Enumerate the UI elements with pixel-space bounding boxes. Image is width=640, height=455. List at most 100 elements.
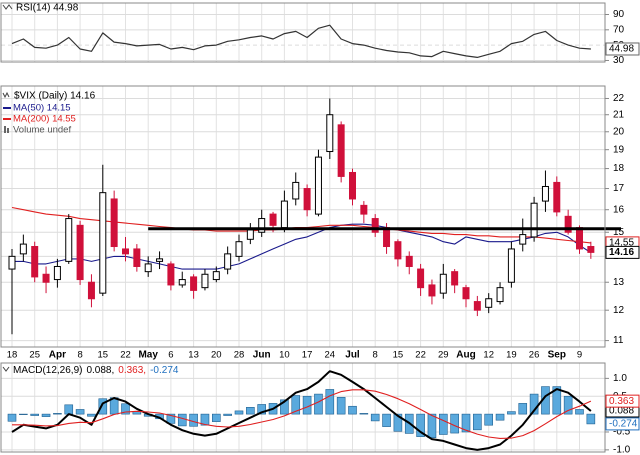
histogram-bar bbox=[370, 413, 380, 422]
rsi-line bbox=[11, 24, 591, 58]
rsi-title: RSI(14) 44.98 bbox=[16, 3, 79, 14]
candle-body bbox=[428, 284, 436, 297]
histogram-bar bbox=[507, 411, 516, 415]
candle-body bbox=[235, 241, 243, 257]
histogram-bar bbox=[223, 413, 232, 416]
x-tick-label: Jun bbox=[253, 350, 271, 361]
histogram-bar bbox=[427, 413, 437, 439]
candle-body bbox=[439, 273, 447, 294]
y-tick-label: 19 bbox=[613, 144, 625, 155]
x-tick-label: May bbox=[138, 350, 158, 361]
value-box bbox=[605, 394, 640, 408]
histogram-bar bbox=[416, 413, 425, 437]
value-box-label: -0.274 bbox=[609, 419, 638, 430]
candle-body bbox=[87, 281, 95, 300]
histogram-bar bbox=[450, 413, 459, 434]
candle-body bbox=[473, 301, 481, 311]
x-tick-label: 20 bbox=[211, 350, 222, 361]
candle-body bbox=[19, 243, 27, 255]
candle-body bbox=[519, 234, 527, 245]
macd-icon bbox=[2, 366, 10, 372]
histogram-bar bbox=[257, 404, 267, 415]
x-tick-label: 6 bbox=[168, 350, 173, 361]
legend-swatch bbox=[7, 128, 9, 133]
y-tick-label: 70 bbox=[613, 24, 625, 35]
legend-swatch bbox=[4, 126, 6, 133]
x-tick-label: 12 bbox=[483, 350, 494, 361]
candle-body bbox=[314, 156, 322, 215]
histogram-bar bbox=[212, 413, 221, 422]
value-box-label: 14.16 bbox=[609, 247, 634, 258]
value-box-label: 0.363 bbox=[609, 396, 634, 407]
candle-body bbox=[349, 171, 356, 200]
histogram-bar bbox=[41, 413, 51, 417]
x-tick-label: Jul bbox=[345, 350, 360, 361]
candle-body bbox=[462, 287, 470, 300]
histogram-bar bbox=[473, 413, 482, 431]
value-box bbox=[605, 42, 640, 56]
value-box-label: 0.088 bbox=[609, 406, 634, 417]
value-box bbox=[605, 245, 640, 259]
y-tick-label: 90 bbox=[613, 9, 625, 20]
x-tick-label: 15 bbox=[98, 350, 109, 361]
histogram-bar bbox=[438, 413, 448, 435]
candle-body bbox=[258, 218, 266, 233]
y-tick-label: 12 bbox=[613, 305, 625, 316]
candle-body bbox=[190, 276, 198, 291]
legend-histogram: -0.274 bbox=[150, 365, 179, 376]
y-tick-label: 22 bbox=[613, 93, 625, 104]
histogram-bar bbox=[393, 413, 403, 432]
histogram-bar bbox=[64, 404, 74, 415]
histogram-bar bbox=[575, 409, 584, 415]
candle-body bbox=[224, 253, 232, 270]
x-tick-label: Sep bbox=[548, 350, 566, 361]
legend-ma50: MA(50) 14.15 bbox=[13, 103, 71, 114]
histogram-bar bbox=[586, 413, 596, 425]
candle-body bbox=[394, 241, 402, 260]
candle-body bbox=[417, 268, 425, 289]
rsi-frame bbox=[0, 2, 606, 63]
candle-body bbox=[451, 271, 459, 286]
x-tick-label: 22 bbox=[415, 350, 426, 361]
histogram-bar bbox=[75, 409, 85, 415]
x-tick-label: 15 bbox=[393, 350, 404, 361]
legend-volume: Volume undef bbox=[13, 125, 71, 136]
x-tick-label: 10 bbox=[279, 350, 290, 361]
candle-body bbox=[246, 229, 254, 240]
legend-ma200: MA(200) 14.55 bbox=[13, 114, 76, 125]
x-tick-label: Apr bbox=[49, 350, 66, 361]
candle-body bbox=[42, 273, 50, 283]
histogram-bar bbox=[234, 410, 244, 415]
value-box bbox=[605, 417, 640, 431]
rsi-icon bbox=[2, 4, 13, 10]
candle-body bbox=[371, 218, 379, 233]
candle-body bbox=[496, 287, 504, 303]
histogram-bar bbox=[98, 398, 108, 415]
y-tick-label: -0.5 bbox=[613, 427, 631, 438]
candle-body bbox=[292, 181, 300, 200]
price-icon bbox=[2, 91, 10, 99]
moving-average-line bbox=[12, 223, 592, 270]
candle-body bbox=[31, 246, 39, 278]
x-tick-label: 8 bbox=[373, 350, 378, 361]
y-tick-label: 16 bbox=[613, 204, 625, 215]
histogram-bar bbox=[291, 395, 301, 415]
histogram-bar bbox=[336, 397, 346, 415]
candle-body bbox=[507, 248, 515, 283]
price-frame bbox=[0, 85, 606, 348]
histogram-bar bbox=[177, 413, 187, 427]
y-tick-label: 30 bbox=[613, 55, 625, 66]
x-tick-label: 29 bbox=[438, 350, 449, 361]
candle-body bbox=[156, 258, 164, 262]
macd-line bbox=[12, 389, 592, 439]
candle-body bbox=[326, 114, 334, 153]
candle-body bbox=[576, 227, 583, 250]
x-tick-label: 26 bbox=[529, 350, 540, 361]
macd-title: MACD(12,26,9) bbox=[13, 365, 82, 376]
x-tick-label: 13 bbox=[188, 350, 199, 361]
candle-body bbox=[280, 200, 288, 229]
x-tick-label: 17 bbox=[302, 350, 313, 361]
candle-body bbox=[303, 188, 311, 211]
